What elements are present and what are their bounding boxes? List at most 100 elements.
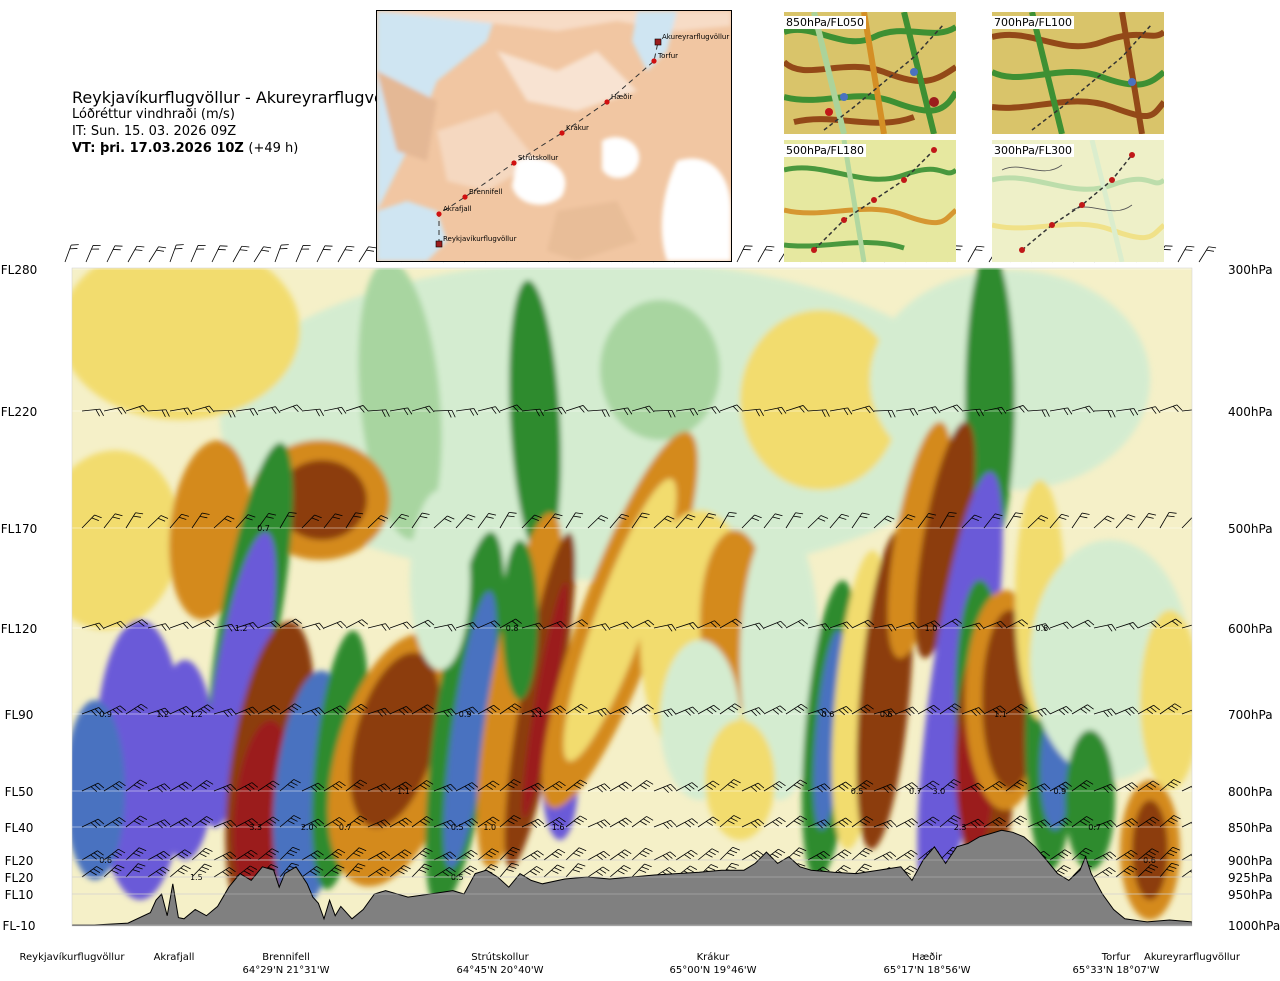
value-label: 0.5	[451, 823, 464, 832]
wind-barb	[389, 865, 411, 878]
wind-barb	[961, 782, 985, 792]
map-waypoint-label: Brennifell	[469, 188, 502, 196]
wind-barb	[367, 409, 390, 417]
pressure-axis: 300hPa 400hPa 500hPa 600hPa 700hPa 800hPa 850h…	[1228, 263, 1280, 933]
wind-barb	[1181, 514, 1192, 529]
wind-barb	[103, 705, 127, 715]
wind-barb	[1159, 512, 1177, 529]
value-label: 0.5	[851, 787, 864, 796]
wind-barb	[917, 816, 940, 828]
wind-barb	[147, 819, 171, 829]
wind-barb	[1049, 849, 1072, 861]
wind-barb	[1181, 408, 1192, 412]
waypoint-coord: 65°00'N 19°46'W	[670, 965, 757, 976]
wind-barb	[1159, 815, 1181, 828]
wind-barb	[211, 245, 228, 263]
wind-barb	[741, 408, 764, 417]
wind-barb	[961, 818, 985, 828]
pressure-tick-label: 500hPa	[1228, 522, 1273, 536]
wind-barb	[763, 513, 783, 529]
wind-barb	[587, 850, 611, 861]
wind-barb	[785, 779, 808, 792]
wind-barb	[1071, 780, 1094, 792]
wind-barbs	[81, 404, 1192, 878]
wind-barb	[763, 406, 787, 415]
wind-barb	[235, 408, 259, 416]
map-waypoint-label: Reykjavíkurflugvöllur	[443, 235, 517, 243]
wind-barb	[763, 705, 787, 715]
waypoint-coord: 64°45'N 20°40'W	[457, 965, 544, 976]
pressure-tick-label: 800hPa	[1228, 785, 1273, 799]
wind-barb	[1005, 779, 1028, 792]
wind-barb	[851, 816, 874, 828]
wind-barb	[235, 849, 258, 861]
wind-barb	[235, 622, 259, 630]
wind-barb	[653, 783, 677, 793]
wind-barb	[917, 704, 941, 715]
wind-barb	[1027, 515, 1049, 529]
wind-barb	[785, 815, 808, 828]
wind-barb	[1159, 618, 1182, 629]
wind-barb	[499, 779, 521, 792]
waypoint-name: Akrafjall	[154, 952, 195, 963]
wind-barb	[653, 851, 677, 861]
map-airport-marker	[654, 38, 662, 46]
value-label: 3.3	[249, 823, 262, 832]
velocity-contours	[72, 268, 1192, 920]
value-label: 0.8	[506, 624, 519, 633]
wind-barb	[455, 865, 478, 878]
wind-barb	[301, 850, 324, 861]
wind-barb	[939, 779, 961, 792]
wind-barb	[257, 780, 280, 792]
valid-offset: (+49 h)	[248, 141, 299, 156]
wind-barb	[719, 846, 740, 861]
wind-barb	[961, 514, 982, 529]
wind-barb	[213, 708, 237, 718]
map-terrain-shading	[377, 11, 731, 261]
wind-barb	[829, 621, 853, 630]
wind-barb	[697, 704, 721, 715]
velocity-contour	[740, 520, 820, 800]
wind-barb	[1115, 818, 1139, 828]
wind-barb	[521, 622, 545, 631]
velocity-contour	[563, 478, 677, 762]
wind-barb	[807, 707, 831, 717]
wind-barb	[543, 705, 567, 715]
wind-barb	[587, 783, 611, 793]
wind-barb	[279, 618, 302, 629]
wind-barb	[301, 707, 325, 717]
wind-barb	[103, 406, 127, 415]
wind-barb	[609, 781, 632, 792]
wind-barb	[741, 850, 764, 861]
wind-barb	[1159, 846, 1180, 861]
wind-barb	[169, 621, 193, 630]
wind-barb	[455, 782, 479, 792]
wind-barb	[1115, 622, 1139, 630]
wind-barb	[301, 782, 325, 792]
wind-barb	[1005, 405, 1029, 413]
route-line	[438, 41, 659, 244]
waypoint-name: Strútskollur	[471, 951, 529, 963]
wind-barb	[389, 407, 413, 416]
wind-barb	[169, 244, 184, 263]
wind-barb	[213, 851, 237, 861]
wind-barb	[411, 780, 434, 792]
wind-barb	[873, 851, 897, 861]
value-label: 1.6	[552, 823, 565, 832]
wind-barb	[147, 866, 170, 878]
wind-barb	[191, 619, 215, 629]
wind-barb	[191, 780, 214, 792]
wind-barb	[64, 244, 79, 263]
wind-barb	[1115, 706, 1139, 716]
wind-barb	[367, 783, 391, 793]
wind-barb	[983, 620, 1007, 629]
wind-barb	[499, 618, 522, 629]
issue-time: IT: Sun. 15. 03. 2026 09Z	[72, 124, 237, 139]
level-map-700-field	[992, 12, 1164, 134]
velocity-contour	[410, 490, 470, 670]
wind-barb	[1049, 781, 1072, 792]
wind-barb	[103, 817, 126, 828]
wind-barb	[983, 705, 1007, 715]
wind-barb	[323, 864, 345, 878]
waypoint-coord: 65°33'N 18°07'W	[1073, 965, 1160, 976]
